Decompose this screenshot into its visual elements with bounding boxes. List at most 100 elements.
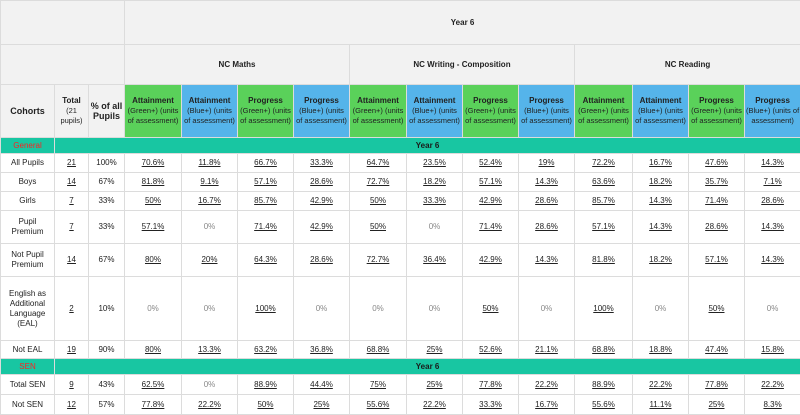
value-link[interactable]: 16.7% (535, 400, 558, 409)
cohort-total-link[interactable]: 12 (67, 400, 76, 409)
value-link[interactable]: 25% (426, 345, 442, 354)
value-link[interactable]: 70.6% (142, 158, 165, 167)
value-link[interactable]: 85.7% (592, 196, 615, 205)
value-link[interactable]: 13.3% (198, 345, 221, 354)
value-link[interactable]: 72.7% (367, 177, 390, 186)
value-link[interactable]: 23.5% (423, 158, 446, 167)
value-link[interactable]: 11.8% (198, 158, 220, 167)
value-link[interactable]: 22.2% (423, 400, 446, 409)
value-link[interactable]: 14.3% (761, 158, 784, 167)
value-link[interactable]: 71.4% (705, 196, 728, 205)
value-link[interactable]: 57.1% (705, 255, 728, 264)
value-link[interactable]: 47.6% (705, 158, 728, 167)
value-link[interactable]: 88.9% (592, 380, 615, 389)
value-link[interactable]: 35.7% (705, 177, 728, 186)
value-link[interactable]: 9.1% (200, 177, 218, 186)
value-link[interactable]: 36.8% (310, 345, 333, 354)
value-link[interactable]: 28.6% (310, 177, 333, 186)
value-link[interactable]: 21.1% (535, 345, 558, 354)
value-link[interactable]: 81.8% (142, 177, 165, 186)
value-link[interactable]: 28.6% (761, 196, 784, 205)
value-link[interactable]: 19% (538, 158, 554, 167)
value-link[interactable]: 50% (482, 304, 498, 313)
value-link[interactable]: 14.3% (761, 222, 784, 231)
cohort-total-link[interactable]: 7 (69, 222, 73, 231)
value-link[interactable]: 57.1% (254, 177, 277, 186)
cohort-total-link[interactable]: 9 (69, 380, 73, 389)
value-link[interactable]: 42.9% (310, 222, 333, 231)
value-link[interactable]: 80% (145, 345, 161, 354)
value-link[interactable]: 77.8% (479, 380, 502, 389)
value-link[interactable]: 62.5% (142, 380, 165, 389)
value-link[interactable]: 52.6% (479, 345, 502, 354)
value-link[interactable]: 25% (313, 400, 329, 409)
value-link[interactable]: 44.4% (310, 380, 333, 389)
value-link[interactable]: 68.8% (367, 345, 390, 354)
value-link[interactable]: 80% (145, 255, 161, 264)
value-link[interactable]: 15.8% (761, 345, 784, 354)
value-link[interactable]: 50% (257, 400, 273, 409)
value-link[interactable]: 63.2% (254, 345, 277, 354)
value-link[interactable]: 18.2% (649, 255, 672, 264)
cohort-total-link[interactable]: 14 (67, 255, 76, 264)
value-link[interactable]: 14.3% (535, 177, 558, 186)
value-link[interactable]: 71.4% (479, 222, 502, 231)
value-link[interactable]: 28.6% (705, 222, 728, 231)
value-link[interactable]: 64.7% (367, 158, 390, 167)
value-link[interactable]: 66.7% (254, 158, 277, 167)
value-link[interactable]: 50% (370, 222, 386, 231)
value-link[interactable]: 11.1% (649, 400, 671, 409)
value-link[interactable]: 20% (201, 255, 217, 264)
value-link[interactable]: 52.4% (479, 158, 502, 167)
value-link[interactable]: 14.3% (761, 255, 784, 264)
value-link[interactable]: 14.3% (535, 255, 558, 264)
value-link[interactable]: 7.1% (763, 177, 781, 186)
value-link[interactable]: 81.8% (592, 255, 615, 264)
cohort-total-link[interactable]: 7 (69, 196, 73, 205)
value-link[interactable]: 28.6% (310, 255, 333, 264)
value-link[interactable]: 42.9% (310, 196, 333, 205)
value-link[interactable]: 18.2% (649, 177, 672, 186)
value-link[interactable]: 16.7% (649, 158, 672, 167)
value-link[interactable]: 85.7% (254, 196, 277, 205)
value-link[interactable]: 18.2% (423, 177, 446, 186)
value-link[interactable]: 77.8% (142, 400, 165, 409)
value-link[interactable]: 50% (145, 196, 161, 205)
value-link[interactable]: 22.2% (649, 380, 672, 389)
cohort-total-link[interactable]: 14 (67, 177, 76, 186)
value-link[interactable]: 25% (708, 400, 724, 409)
value-link[interactable]: 22.2% (535, 380, 558, 389)
value-link[interactable]: 55.6% (592, 400, 615, 409)
value-link[interactable]: 75% (370, 380, 386, 389)
value-link[interactable]: 72.7% (367, 255, 390, 264)
value-link[interactable]: 22.2% (198, 400, 221, 409)
value-link[interactable]: 28.6% (535, 222, 558, 231)
value-link[interactable]: 77.8% (705, 380, 728, 389)
value-link[interactable]: 33.3% (479, 400, 502, 409)
value-link[interactable]: 64.3% (254, 255, 277, 264)
value-link[interactable]: 47.4% (705, 345, 728, 354)
value-link[interactable]: 42.9% (479, 255, 502, 264)
value-link[interactable]: 8.3% (763, 400, 781, 409)
value-link[interactable]: 42.9% (479, 196, 502, 205)
value-link[interactable]: 14.3% (649, 222, 672, 231)
value-link[interactable]: 71.4% (254, 222, 277, 231)
value-link[interactable]: 57.1% (479, 177, 502, 186)
cohort-total-link[interactable]: 21 (67, 158, 76, 167)
value-link[interactable]: 55.6% (367, 400, 390, 409)
cohort-total-link[interactable]: 2 (69, 304, 73, 313)
value-link[interactable]: 16.7% (198, 196, 221, 205)
value-link[interactable]: 50% (370, 196, 386, 205)
value-link[interactable]: 25% (426, 380, 442, 389)
cohort-total-link[interactable]: 19 (67, 345, 76, 354)
value-link[interactable]: 36.4% (423, 255, 446, 264)
value-link[interactable]: 28.6% (535, 196, 558, 205)
value-link[interactable]: 57.1% (142, 222, 165, 231)
value-link[interactable]: 22.2% (761, 380, 784, 389)
value-link[interactable]: 50% (708, 304, 724, 313)
value-link[interactable]: 14.3% (649, 196, 672, 205)
value-link[interactable]: 33.3% (423, 196, 446, 205)
value-link[interactable]: 100% (593, 304, 613, 313)
value-link[interactable]: 100% (255, 304, 275, 313)
value-link[interactable]: 88.9% (254, 380, 277, 389)
